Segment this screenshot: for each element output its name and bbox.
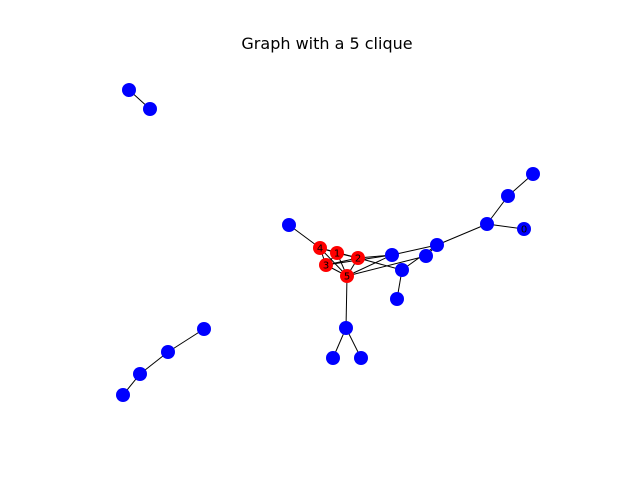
edge-n5-c2 bbox=[346, 254, 393, 277]
node-circle-c1 bbox=[282, 218, 296, 232]
node-circle-c10 bbox=[517, 222, 531, 236]
node-circle-c12 bbox=[326, 351, 340, 365]
node-circle-n5 bbox=[340, 269, 354, 283]
node-circle-c11 bbox=[339, 321, 353, 335]
node-c5 bbox=[430, 238, 444, 252]
node-circle-c7 bbox=[501, 189, 515, 203]
node-circle-p3 bbox=[133, 367, 147, 381]
node-c2 bbox=[385, 248, 399, 262]
node-n2: 2 bbox=[351, 251, 365, 265]
node-circle-n1 bbox=[330, 246, 344, 260]
node-c4 bbox=[419, 249, 433, 263]
node-h2 bbox=[143, 102, 157, 116]
edge-n2-c3 bbox=[357, 257, 403, 271]
node-c8 bbox=[526, 167, 540, 181]
node-c1 bbox=[282, 218, 296, 232]
node-c13 bbox=[354, 351, 368, 365]
node-h1 bbox=[122, 83, 136, 97]
node-circle-p2 bbox=[161, 345, 175, 359]
node-c11 bbox=[339, 321, 353, 335]
node-circle-p1 bbox=[197, 322, 211, 336]
node-label-n5: 5 bbox=[344, 272, 350, 283]
node-p4 bbox=[116, 388, 130, 402]
node-n3: 3 bbox=[319, 258, 333, 272]
edge-c2-c5 bbox=[391, 244, 438, 256]
node-circle-c2 bbox=[385, 248, 399, 262]
node-c3 bbox=[395, 263, 409, 277]
edge-p1-p2 bbox=[167, 328, 205, 353]
figure-title: Graph with a 5 clique bbox=[241, 34, 412, 53]
node-circle-c4 bbox=[419, 249, 433, 263]
node-label-n3: 3 bbox=[323, 261, 329, 272]
node-circle-c6 bbox=[480, 217, 494, 231]
node-circle-c5 bbox=[430, 238, 444, 252]
node-circle-p4 bbox=[116, 388, 130, 402]
node-p2 bbox=[161, 345, 175, 359]
node-p3 bbox=[133, 367, 147, 381]
node-c10: 0 bbox=[517, 222, 531, 236]
node-circle-h1 bbox=[122, 83, 136, 97]
node-c12 bbox=[326, 351, 340, 365]
node-circle-n2 bbox=[351, 251, 365, 265]
node-c6 bbox=[480, 217, 494, 231]
node-n1: 1 bbox=[330, 246, 344, 260]
node-circle-c9 bbox=[390, 292, 404, 306]
node-label-c10: 0 bbox=[521, 225, 527, 236]
graph-nodes: 4 13 25 0 bbox=[116, 83, 540, 402]
node-circle-h2 bbox=[143, 102, 157, 116]
edge-c5-c6 bbox=[436, 223, 488, 246]
node-c7 bbox=[501, 189, 515, 203]
node-p1 bbox=[197, 322, 211, 336]
node-label-n2: 2 bbox=[355, 254, 361, 265]
node-label-n4: 4 bbox=[317, 244, 323, 255]
node-circle-c8 bbox=[526, 167, 540, 181]
edge-n5-c11 bbox=[345, 275, 348, 329]
node-circle-c13 bbox=[354, 351, 368, 365]
node-c9 bbox=[390, 292, 404, 306]
node-circle-n4 bbox=[313, 241, 327, 255]
node-circle-c3 bbox=[395, 263, 409, 277]
node-label-n1: 1 bbox=[334, 249, 340, 260]
graph-edges bbox=[122, 89, 534, 396]
node-circle-n3 bbox=[319, 258, 333, 272]
node-n5: 5 bbox=[340, 269, 354, 283]
edge-n5-c4 bbox=[346, 255, 427, 277]
node-n4: 4 bbox=[313, 241, 327, 255]
